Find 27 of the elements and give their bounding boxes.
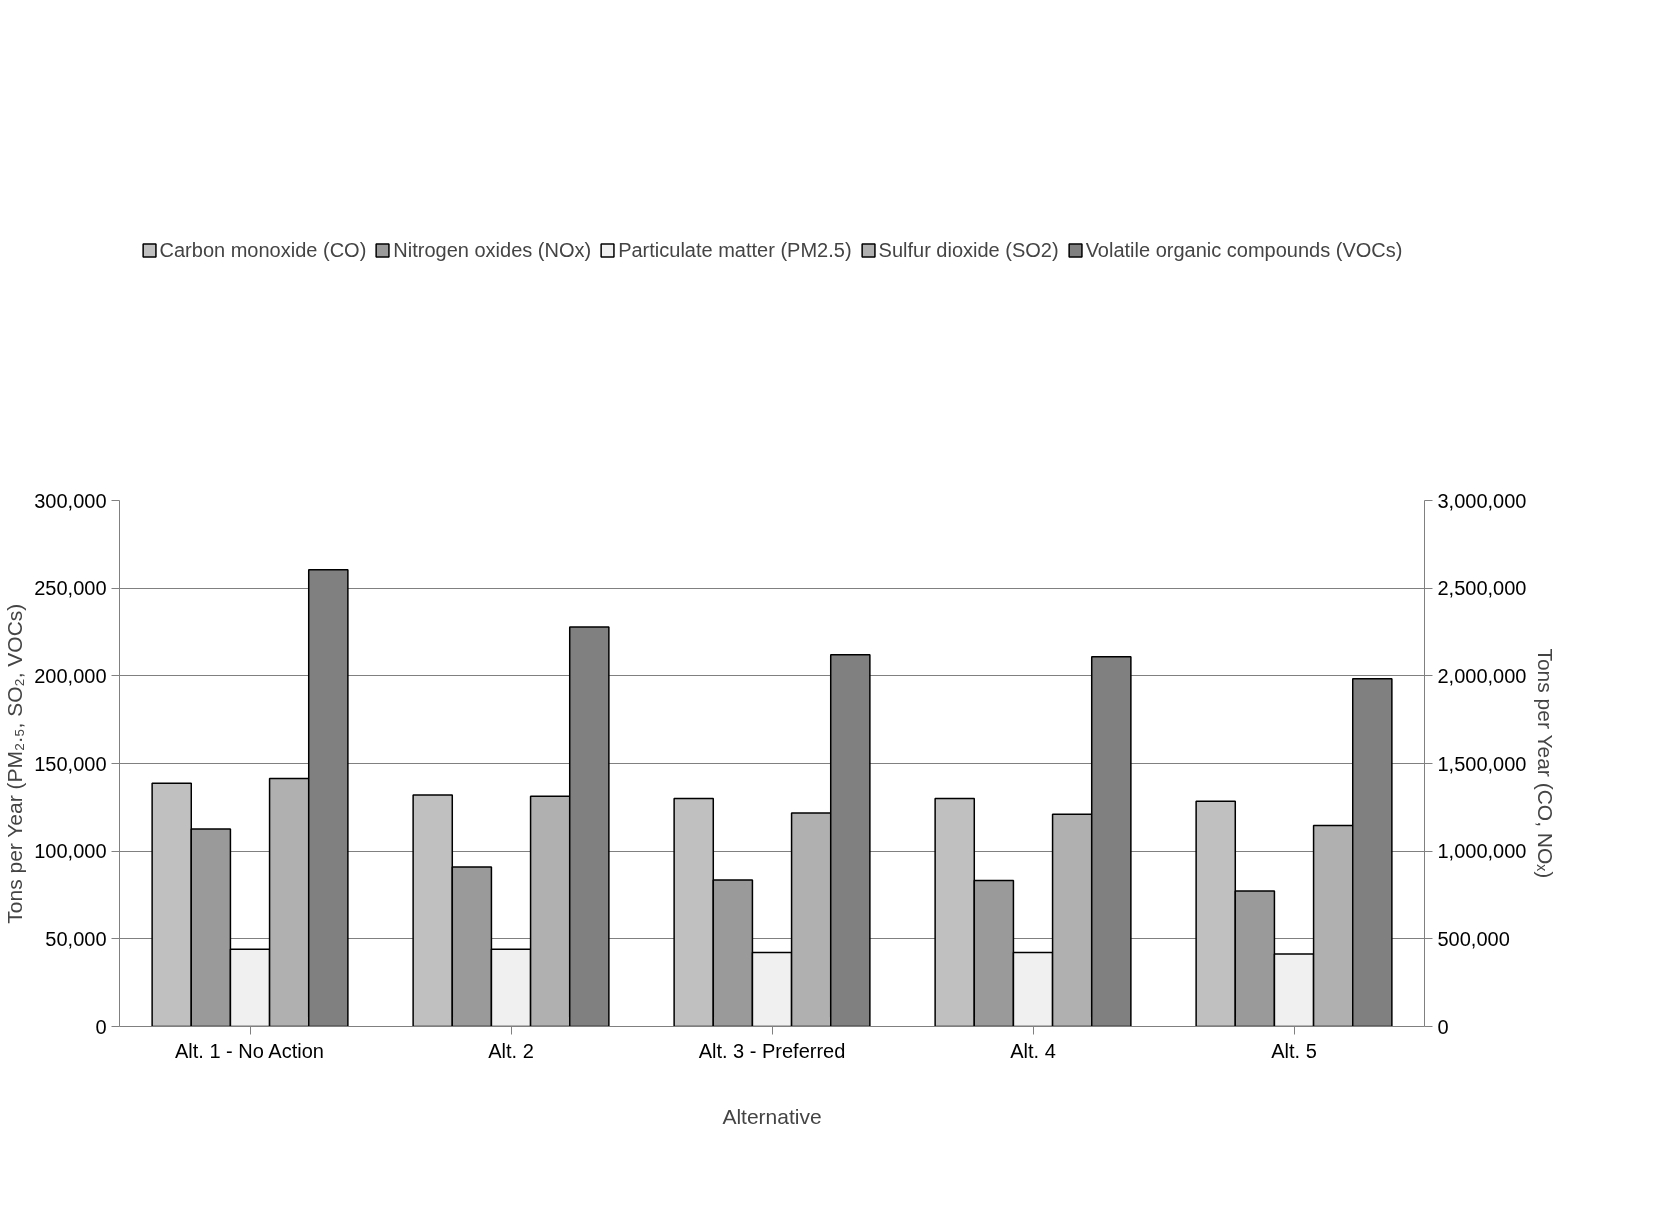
y2-tick-label: 3,000,000 <box>1437 489 1527 512</box>
legend-label: Nitrogen oxides (NOx) <box>393 238 592 262</box>
y-tick-label: 200,000 <box>34 664 107 687</box>
y2-tick-label: 2,500,000 <box>1437 577 1527 600</box>
legend-label: Volatile organic compounds (VOCs) <box>1085 238 1403 262</box>
y2-tick-label: 500,000 <box>1437 927 1510 950</box>
legend-label: Carbon monoxide (CO) <box>159 238 367 262</box>
y-tick-label: 50,000 <box>45 927 107 950</box>
y-tick-label: 250,000 <box>34 577 107 600</box>
y2-tick-label: 1,000,000 <box>1437 840 1527 863</box>
y-tick-label: 100,000 <box>34 840 107 863</box>
y2-tick-label: 2,000,000 <box>1437 664 1527 687</box>
legend-label: Particulate matter (PM2.5) <box>618 238 852 262</box>
y2-axis-title: Tons per Year (CO, NOₓ) <box>1534 648 1558 879</box>
x-tick-label: Alt. 4 <box>1010 1039 1056 1062</box>
x-tick-label: Alt. 5 <box>1271 1039 1317 1062</box>
y-tick-label: 0 <box>95 1015 107 1038</box>
y-tick-label: 150,000 <box>34 752 107 775</box>
y2-tick-label: 1,500,000 <box>1437 752 1527 775</box>
legend-label: Sulfur dioxide (SO2) <box>878 238 1059 262</box>
x-tick-label: Alt. 2 <box>488 1039 534 1062</box>
y2-tick-label: 0 <box>1437 1015 1449 1038</box>
y-tick-label: 300,000 <box>34 489 107 512</box>
y-axis-title: Tons per Year (PM₂.₅, SO₂, VOCs) <box>3 603 27 924</box>
x-tick-label: Alt. 3 - Preferred <box>698 1039 846 1062</box>
x-tick-label: Alt. 1 - No Action <box>174 1039 324 1062</box>
x-axis-title: Alternative <box>722 1104 822 1128</box>
